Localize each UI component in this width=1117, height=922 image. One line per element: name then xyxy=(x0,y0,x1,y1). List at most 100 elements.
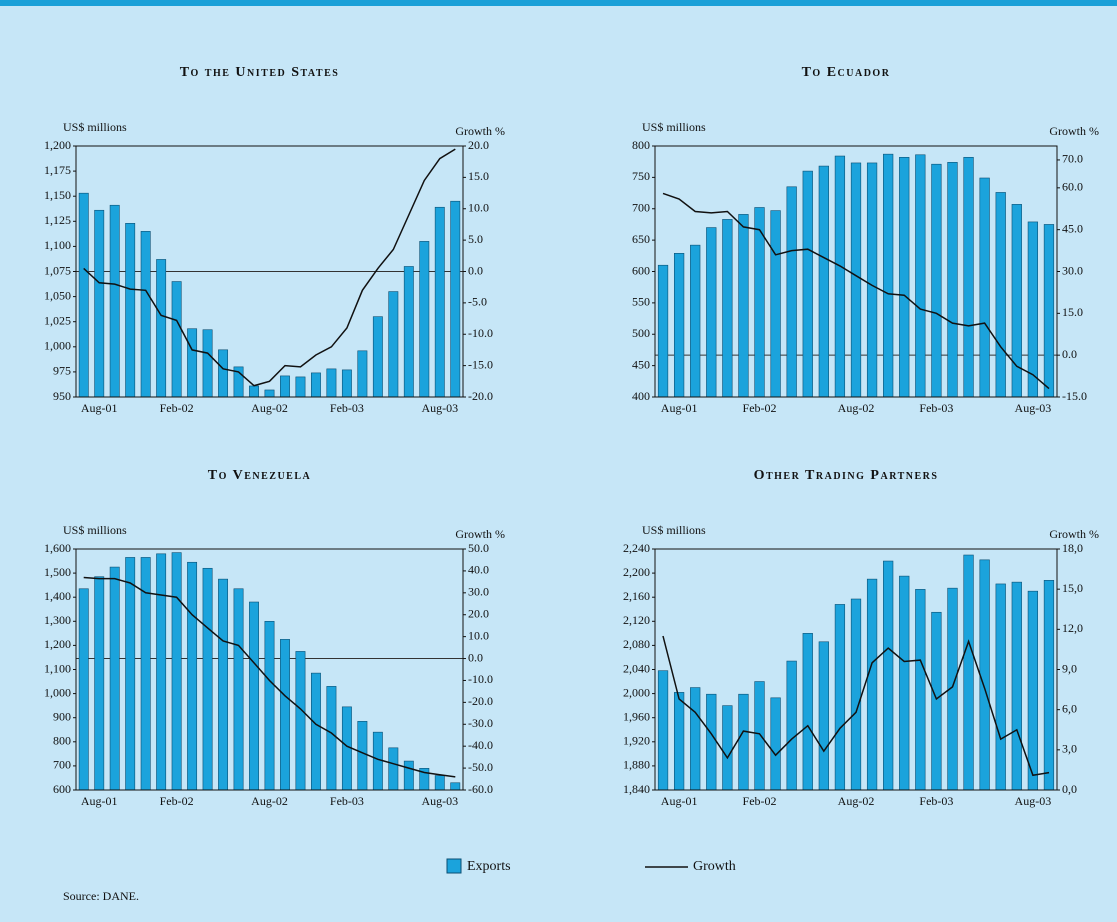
x-tick-label: Aug-02 xyxy=(838,401,875,415)
bar xyxy=(295,651,306,791)
y2-tick-label: -15.0 xyxy=(1062,389,1087,403)
x-tick-label: Aug-03 xyxy=(421,794,458,808)
y2-tick-label: -60.0 xyxy=(468,782,493,796)
bar xyxy=(140,231,151,398)
bar xyxy=(754,681,765,791)
bar xyxy=(657,264,669,398)
y2-axis-label: Growth % xyxy=(1049,527,1099,541)
bar xyxy=(786,186,797,398)
bar xyxy=(109,566,120,791)
y-tick-label: 2,200 xyxy=(623,565,650,579)
plot-frame xyxy=(75,145,464,398)
bar xyxy=(78,192,89,398)
bar xyxy=(202,567,213,791)
y-axis-label: US$ millions xyxy=(63,523,127,537)
chart-title: Other Trading Partners xyxy=(754,468,939,483)
y2-tick-label: 50.0 xyxy=(468,541,489,555)
bar xyxy=(218,578,229,791)
bar xyxy=(915,589,926,791)
x-tick-label: Aug-01 xyxy=(661,401,698,415)
y-tick-label: 1,175 xyxy=(44,163,71,177)
bar xyxy=(947,162,958,398)
x-tick-label: Aug-01 xyxy=(661,794,698,808)
y-tick-label: 650 xyxy=(632,232,650,246)
bar xyxy=(187,328,198,398)
y-axis-label: US$ millions xyxy=(642,120,706,134)
bar xyxy=(264,389,275,398)
y2-tick-label: 3,0 xyxy=(1062,742,1077,756)
bar xyxy=(125,223,136,398)
y-tick-label: 700 xyxy=(53,758,71,772)
chart-title: To Ecuador xyxy=(802,65,891,80)
y2-tick-label: 6,0 xyxy=(1062,701,1077,715)
bar xyxy=(1043,580,1055,791)
y-tick-label: 750 xyxy=(632,169,650,183)
y2-tick-label: -15.0 xyxy=(468,357,493,371)
bar xyxy=(156,553,167,791)
bar xyxy=(722,219,733,398)
y2-tick-label: 70.0 xyxy=(1062,152,1083,166)
bar xyxy=(171,281,182,398)
bar xyxy=(850,598,862,791)
bar xyxy=(979,559,990,791)
growth-line xyxy=(662,635,1050,777)
bar xyxy=(249,385,259,398)
bar xyxy=(738,214,749,398)
chart-title: To Venezuela xyxy=(208,468,312,483)
bar xyxy=(280,639,290,791)
bar xyxy=(931,611,942,791)
bar xyxy=(156,259,167,398)
y-tick-label: 2,040 xyxy=(623,661,650,675)
bar xyxy=(786,660,797,791)
y-tick-label: 1,960 xyxy=(623,709,650,723)
bar xyxy=(673,253,685,398)
bar xyxy=(233,588,244,791)
bar xyxy=(310,672,321,791)
y-tick-label: 550 xyxy=(632,295,650,309)
bar xyxy=(706,227,717,398)
y2-tick-label: 10.0 xyxy=(468,201,489,215)
y2-tick-label: 20.0 xyxy=(468,138,489,152)
y-tick-label: 2,000 xyxy=(623,685,650,699)
bar xyxy=(818,641,829,791)
bar xyxy=(403,760,414,791)
y-tick-label: 1,075 xyxy=(44,263,71,277)
y2-tick-label: 20.0 xyxy=(468,606,489,620)
y2-tick-label: 30.0 xyxy=(468,585,489,599)
y2-tick-label: 10.0 xyxy=(468,628,489,642)
x-tick-label: Aug-02 xyxy=(838,794,875,808)
y2-tick-label: 18,0 xyxy=(1062,541,1083,555)
bar xyxy=(372,316,383,398)
y-tick-label: 1,500 xyxy=(44,565,71,579)
bar xyxy=(187,561,198,791)
y2-tick-label: -10.0 xyxy=(468,672,493,686)
y2-tick-label: -50.0 xyxy=(468,760,493,774)
top-stripe xyxy=(0,0,1117,6)
bar xyxy=(341,369,352,398)
y-tick-label: 900 xyxy=(53,709,71,723)
y2-tick-label: 0,0 xyxy=(1062,782,1077,796)
y-tick-label: 500 xyxy=(632,326,650,340)
y-tick-label: 1,050 xyxy=(44,288,71,302)
x-tick-label: Feb-03 xyxy=(919,794,953,808)
legend-text: Growth xyxy=(693,859,736,874)
y-tick-label: 600 xyxy=(632,263,650,277)
bar xyxy=(264,620,275,791)
y-tick-label: 1,200 xyxy=(44,138,71,152)
y2-tick-label: 0.0 xyxy=(468,263,483,277)
bar xyxy=(388,747,399,791)
bar xyxy=(899,156,910,398)
y2-tick-label: 15.0 xyxy=(468,169,489,183)
bar xyxy=(78,588,89,791)
growth-line xyxy=(83,148,456,387)
bar xyxy=(434,775,445,791)
legend-swatch xyxy=(446,858,462,874)
bar xyxy=(850,162,862,398)
y-tick-label: 950 xyxy=(53,389,71,403)
y2-tick-label: 9,0 xyxy=(1062,661,1077,675)
source: Source: DANE. xyxy=(63,889,139,903)
bar xyxy=(280,375,290,398)
bar xyxy=(931,163,942,398)
bar xyxy=(94,576,105,791)
